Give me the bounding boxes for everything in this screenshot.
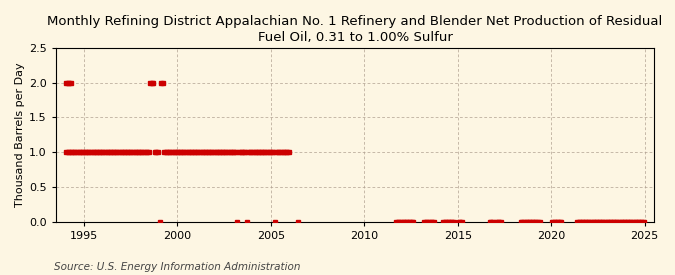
Text: Source: U.S. Energy Information Administration: Source: U.S. Energy Information Administ… bbox=[54, 262, 300, 272]
Title: Monthly Refining District Appalachian No. 1 Refinery and Blender Net Production : Monthly Refining District Appalachian No… bbox=[47, 15, 663, 44]
Y-axis label: Thousand Barrels per Day: Thousand Barrels per Day bbox=[15, 62, 25, 207]
